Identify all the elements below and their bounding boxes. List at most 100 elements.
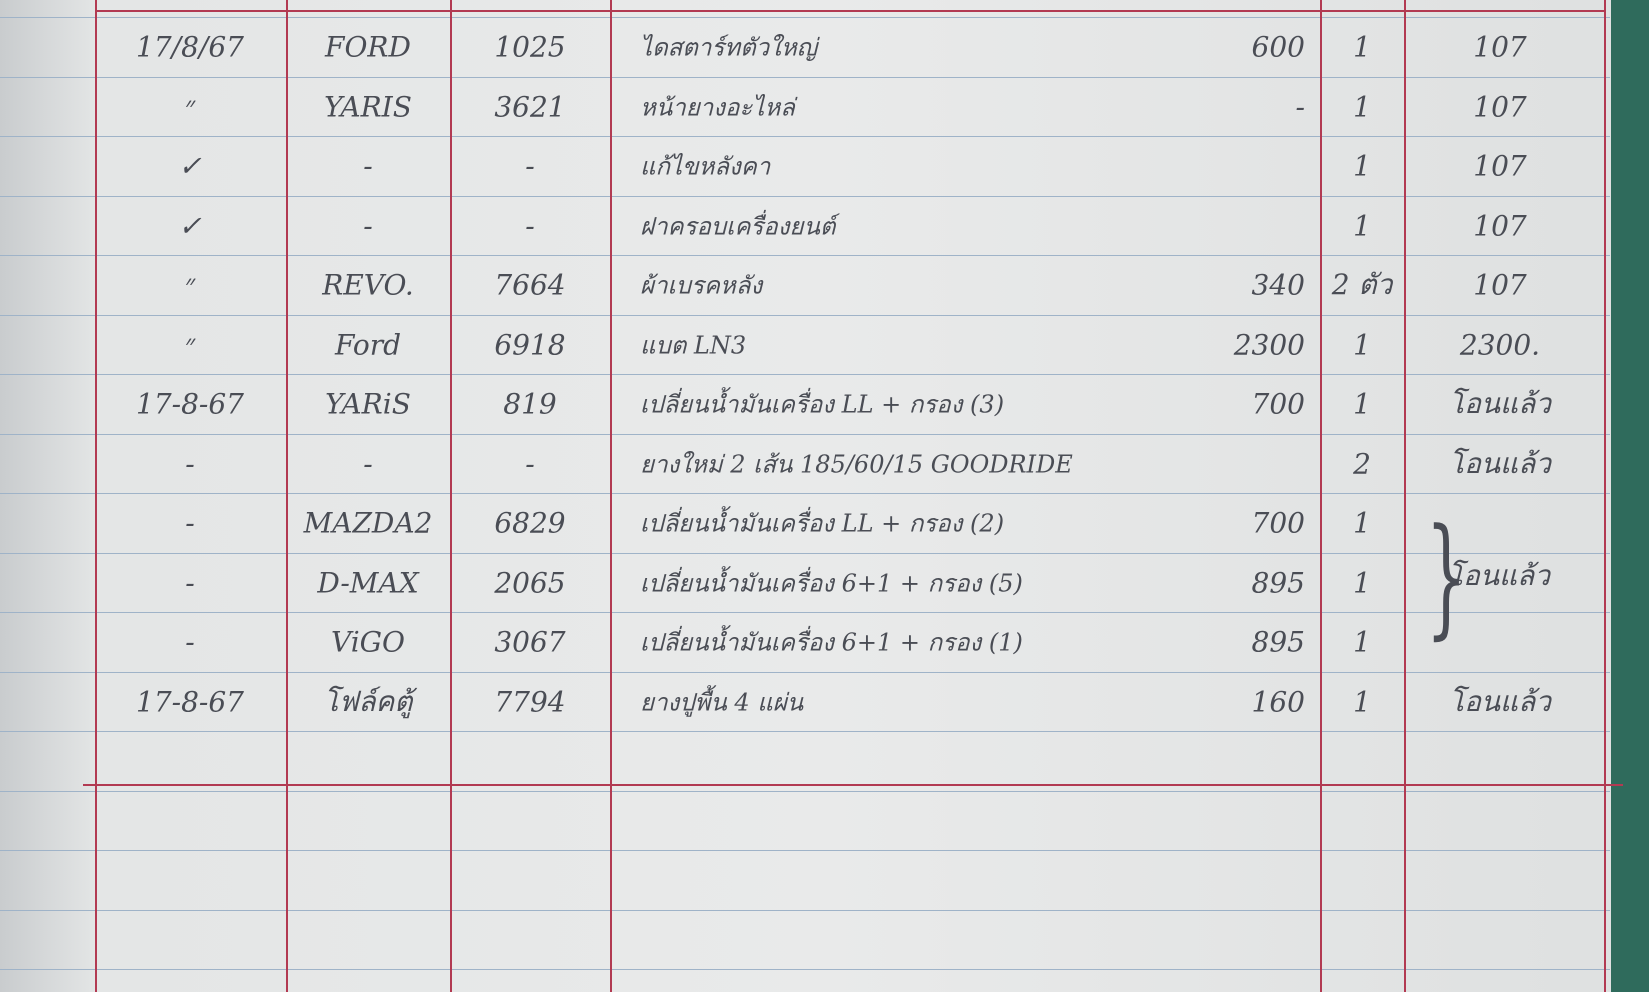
cell-payment: 107 xyxy=(1473,268,1527,302)
group-note: โอนแล้ว xyxy=(1448,559,1550,592)
cell-payment: 107 xyxy=(1473,149,1527,183)
cell-date: 17-8-67 xyxy=(136,387,244,421)
rule-line xyxy=(0,552,1610,554)
column-line xyxy=(1320,0,1322,992)
rule-line xyxy=(0,790,1610,792)
cell-plate: 3621 xyxy=(494,90,566,123)
cell-item: ยางปูพื้น 4 แผ่น xyxy=(640,688,804,716)
cell-payment: 107 xyxy=(1473,209,1527,242)
cell-item: ฝาครอบเครื่องยนต์ xyxy=(640,212,836,240)
cell-plate: 819 xyxy=(503,387,557,421)
column-line xyxy=(95,0,97,992)
column-line xyxy=(1404,0,1406,992)
cell-date: ✓ xyxy=(178,209,202,242)
cell-price: 160 xyxy=(1251,685,1305,718)
cell-item: ไดสตาร์ทตัวใหญ่ xyxy=(640,33,818,62)
cell-car: FORD xyxy=(325,30,411,64)
cell-qty: 1 xyxy=(1353,149,1371,183)
cell-item: แบต LN3 xyxy=(640,331,747,359)
top-line xyxy=(95,10,1605,12)
rule-line xyxy=(0,255,1610,256)
rule-line xyxy=(0,671,1610,673)
cell-car: REVO. xyxy=(322,268,414,302)
cell-plate: 7664 xyxy=(494,268,566,302)
cell-item: หน้ายางอะไหล่ xyxy=(640,93,795,121)
group-brace: } xyxy=(1425,500,1468,652)
cell-car: D-MAX xyxy=(317,566,419,599)
cell-plate: 7794 xyxy=(494,685,566,718)
cell-plate: 3067 xyxy=(494,625,566,659)
cell-qty: 1 xyxy=(1353,685,1371,718)
cell-payment: โอนแล้ว xyxy=(1449,446,1551,480)
cell-price: 600 xyxy=(1251,30,1305,64)
cell-car: - xyxy=(363,149,373,183)
cell-payment: 2300. xyxy=(1459,328,1541,361)
cell-payment: โอนแล้ว xyxy=(1449,684,1551,718)
rule-line xyxy=(0,731,1610,732)
cell-plate: 1025 xyxy=(494,30,566,64)
cell-date: ״ xyxy=(184,327,196,361)
column-line xyxy=(286,0,288,992)
cell-price: 2300 xyxy=(1233,328,1305,361)
cell-price: 895 xyxy=(1251,566,1305,599)
cell-item: ผ้าเบรคหลัง xyxy=(640,271,763,300)
column-line xyxy=(610,0,612,992)
cell-qty: 1 xyxy=(1353,506,1371,540)
rule-line xyxy=(0,314,1610,316)
cell-date: ״ xyxy=(184,268,196,301)
rule-line xyxy=(0,17,1610,18)
cell-qty: 2 xyxy=(1353,447,1371,480)
rule-line xyxy=(0,612,1610,613)
cell-car: YARiS xyxy=(325,387,411,421)
rule-line xyxy=(0,195,1610,197)
cell-item: แก้ไขหลังคา xyxy=(640,152,771,181)
cell-date: ״ xyxy=(184,89,196,123)
cell-plate: 6829 xyxy=(494,506,566,540)
cell-price: 700 xyxy=(1251,506,1305,540)
cell-car: - xyxy=(363,209,373,242)
cell-car: - xyxy=(363,447,373,480)
cell-qty: 1 xyxy=(1353,90,1371,123)
cell-payment: โอนแล้ว xyxy=(1449,387,1551,420)
cell-date: 17-8-67 xyxy=(136,685,244,718)
rule-line xyxy=(0,969,1610,970)
cell-plate: - xyxy=(525,209,535,242)
total-line xyxy=(83,784,1623,786)
rule-line xyxy=(0,433,1610,435)
cell-item: เปลี่ยนน้ำมันเครื่อง LL + กรอง (3) xyxy=(640,390,1005,419)
cell-price: 340 xyxy=(1251,268,1305,302)
cell-car: YARIS xyxy=(324,90,412,123)
rule-line xyxy=(0,493,1610,494)
cell-qty: 2 ตัว xyxy=(1331,268,1393,301)
cell-car: ViGO xyxy=(330,625,406,659)
cell-qty: 1 xyxy=(1353,387,1371,421)
cell-payment: 107 xyxy=(1473,30,1527,64)
cell-item: เปลี่ยนน้ำมันเครื่อง 6+1 + กรอง (1) xyxy=(640,628,1023,657)
cell-car: โฟล์คตู้ xyxy=(323,684,413,718)
cell-plate: 2065 xyxy=(494,566,566,599)
cell-qty: 1 xyxy=(1353,328,1371,361)
rule-line xyxy=(0,76,1610,78)
column-line xyxy=(450,0,452,992)
cell-qty: 1 xyxy=(1353,209,1371,242)
cell-plate: - xyxy=(525,149,535,183)
cell-date: - xyxy=(185,506,195,540)
cell-date: 17/8/67 xyxy=(136,30,244,64)
rule-line xyxy=(0,850,1610,851)
rule-line xyxy=(0,136,1610,137)
cell-date: - xyxy=(185,625,195,659)
cell-plate: - xyxy=(525,447,535,480)
cell-item: ยางใหม่ 2 เส้น 185/60/15 GOODRIDE xyxy=(640,450,1073,478)
cell-price: 700 xyxy=(1251,387,1305,421)
cell-qty: 1 xyxy=(1353,566,1371,599)
cell-plate: 6918 xyxy=(494,328,566,361)
book-edge xyxy=(1611,0,1649,992)
cell-price: - xyxy=(1295,90,1305,123)
cell-qty: 1 xyxy=(1353,30,1371,64)
cell-qty: 1 xyxy=(1353,625,1371,659)
cell-car: MAZDA2 xyxy=(303,506,433,540)
cell-date: - xyxy=(185,566,195,599)
cell-item: เปลี่ยนน้ำมันเครื่อง LL + กรอง (2) xyxy=(640,509,1005,538)
cell-item: เปลี่ยนน้ำมันเครื่อง 6+1 + กรอง (5) xyxy=(640,569,1023,597)
